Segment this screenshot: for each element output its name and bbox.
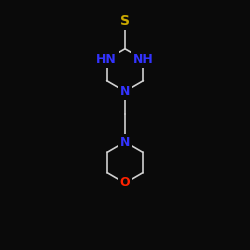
Text: N: N xyxy=(120,85,130,98)
Text: O: O xyxy=(120,176,130,190)
Text: N: N xyxy=(120,136,130,148)
Text: S: S xyxy=(120,14,130,28)
Text: NH: NH xyxy=(133,53,154,66)
Text: HN: HN xyxy=(96,53,117,66)
